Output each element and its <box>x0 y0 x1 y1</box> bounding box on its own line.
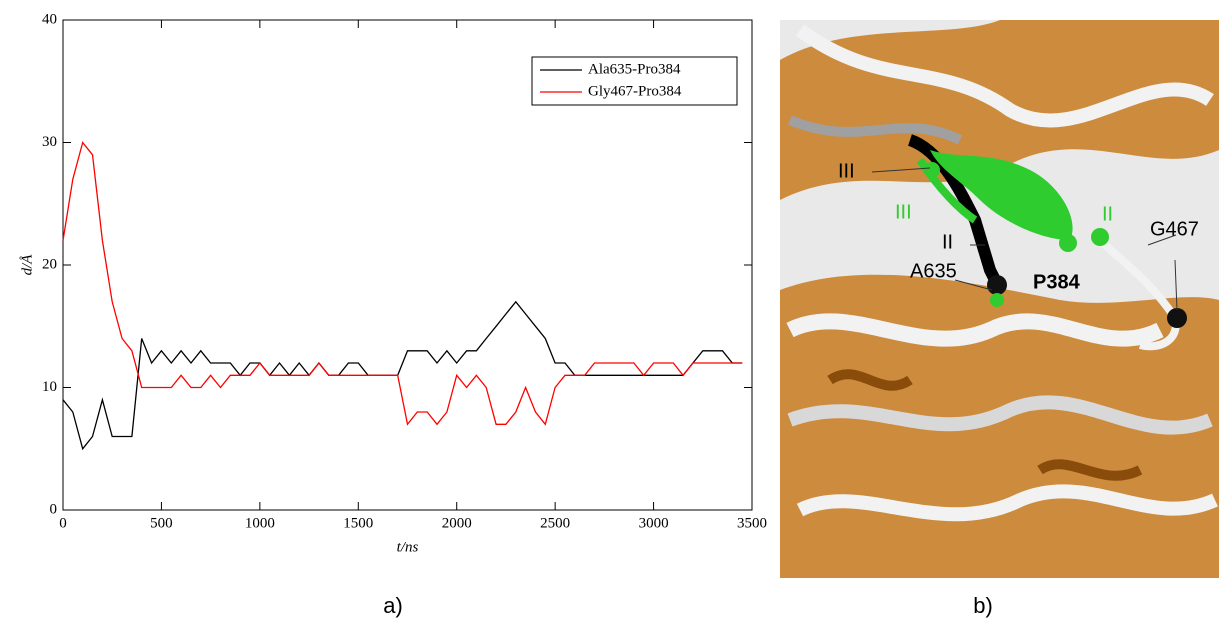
x-tick-label: 1000 <box>245 515 275 531</box>
series-line <box>62 141 743 426</box>
legend-box <box>531 56 738 106</box>
x-tick-label: 2500 <box>540 515 570 531</box>
structure-label: III <box>895 201 912 223</box>
y-tick-label: 20 <box>42 256 57 272</box>
x-tick-label: 500 <box>150 515 173 531</box>
y-tick-label: 10 <box>42 379 57 395</box>
structure-label: A635 <box>910 260 957 282</box>
structure-label: G467 <box>1150 218 1199 240</box>
series-line <box>62 300 743 451</box>
structure-label: P384 <box>1033 271 1081 293</box>
x-tick-label: 1500 <box>343 515 373 531</box>
structure-label: II <box>942 231 953 253</box>
panel-label: b) <box>973 593 993 618</box>
structure-label: III <box>838 160 855 182</box>
x-tick-label: 2000 <box>442 515 472 531</box>
y-tick-label: 40 <box>42 11 57 27</box>
y-axis-label: d/Å <box>19 254 35 276</box>
panel-label: a) <box>383 593 403 618</box>
legend-label: Gly467-Pro384 <box>588 83 682 99</box>
y-tick-label: 0 <box>50 501 58 517</box>
x-tick-label: 0 <box>59 515 67 531</box>
x-axis-label: t/ns <box>397 539 419 555</box>
structure-label: II <box>1102 203 1113 225</box>
x-tick-label: 3500 <box>737 515 767 531</box>
line-chart: 0 500 1000 1500 2000 2500 3000 3500 0 10 20 30 40 t/n… <box>19 11 767 555</box>
y-tick-label: 30 <box>42 134 57 150</box>
structure-image <box>780 20 1219 578</box>
x-tick-label: 3000 <box>639 515 669 531</box>
legend-label: Ala635-Pro384 <box>588 61 681 77</box>
